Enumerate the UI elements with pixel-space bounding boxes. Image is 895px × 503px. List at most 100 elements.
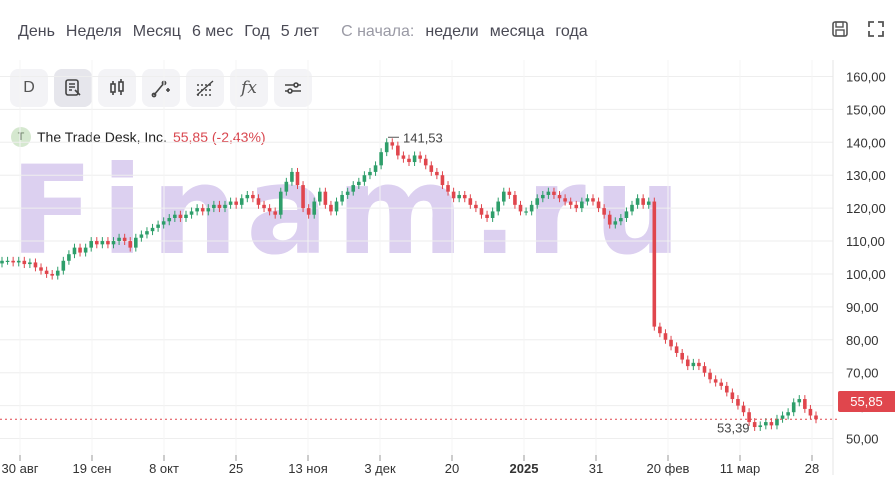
x-tick-label: 31: [589, 461, 603, 476]
high-label: 141,53: [403, 130, 443, 145]
candle-body: [301, 185, 305, 209]
candle-body: [122, 237, 127, 242]
period-month[interactable]: Месяц: [132, 23, 181, 40]
y-tick-label: 110,00: [846, 234, 885, 249]
x-tick-label: 13 ноя: [288, 461, 328, 476]
period-6-months[interactable]: 6 мес: [191, 23, 234, 40]
fx-label: fx: [241, 78, 257, 98]
candle-body: [658, 326, 662, 334]
x-tick-label: 19 сен: [73, 461, 112, 476]
candle-body: [134, 237, 138, 248]
candle-body: [67, 254, 71, 261]
candle-body: [669, 339, 673, 347]
candle-body: [513, 194, 517, 205]
candle-body: [228, 201, 233, 205]
candle-body: [646, 201, 651, 205]
candle-body: [724, 385, 729, 393]
candle-body: [0, 260, 4, 264]
y-tick-label: 90,00: [846, 300, 879, 315]
candle-body: [178, 214, 183, 218]
low-label: 53,39: [717, 420, 750, 435]
candle-body: [641, 198, 645, 205]
since-year[interactable]: года: [555, 23, 588, 40]
notes-icon[interactable]: [54, 69, 92, 107]
candle-body: [407, 158, 411, 163]
candle-body: [396, 145, 400, 156]
candle-body: [245, 194, 250, 199]
since-week[interactable]: недели: [425, 23, 479, 40]
y-tick-label: 100,00: [846, 267, 886, 282]
candle-body: [312, 201, 317, 215]
candle-body: [368, 171, 372, 176]
candle-body: [61, 260, 66, 271]
trendline-icon[interactable]: [142, 69, 180, 107]
candle-body: [256, 198, 261, 205]
y-tick-label: 50,00: [846, 432, 879, 447]
candle-body: [345, 191, 350, 195]
candle-body: [295, 171, 300, 186]
period-5-years[interactable]: 5 лет: [280, 23, 320, 40]
since-label: С начала:: [341, 23, 415, 40]
candle-body: [379, 152, 383, 166]
candle-body: [775, 418, 779, 426]
candle-body: [814, 415, 818, 420]
top-icons: [829, 18, 887, 40]
candle-body: [468, 198, 473, 205]
candle-body: [195, 208, 199, 212]
candle-body: [278, 191, 283, 215]
period-week[interactable]: Неделя: [65, 23, 122, 40]
candle-body: [290, 171, 294, 182]
candle-body: [462, 194, 467, 199]
candle-body: [111, 241, 116, 245]
fibonacci-icon[interactable]: [186, 69, 224, 107]
candle-body: [446, 185, 450, 192]
candles-icon[interactable]: [98, 69, 136, 107]
candle-body: [206, 208, 211, 212]
candle-body: [501, 191, 506, 202]
candle-body: [674, 346, 679, 353]
candle-body: [11, 260, 15, 263]
candle-body: [390, 142, 395, 146]
candle-body: [83, 247, 88, 253]
candle-body: [334, 201, 339, 212]
period-year[interactable]: Год: [244, 23, 270, 40]
current-price-tag: 55,85: [838, 391, 895, 412]
x-tick-label: 30 авг: [2, 461, 39, 476]
candle-body: [351, 185, 356, 192]
candle-body: [100, 241, 105, 245]
candle-body: [574, 204, 579, 209]
x-tick-label: 2025: [510, 461, 539, 476]
candle-body: [412, 155, 417, 163]
candle-body: [50, 273, 54, 276]
x-tick-label: 3 дек: [364, 461, 396, 476]
since-month[interactable]: месяца: [489, 23, 545, 40]
candle-body: [33, 262, 38, 268]
candle-body: [713, 379, 718, 383]
candle-body: [423, 158, 428, 166]
interval-button[interactable]: D: [10, 69, 48, 107]
period-day[interactable]: День: [18, 23, 55, 40]
candle-body: [546, 191, 551, 195]
save-icon[interactable]: [829, 18, 851, 40]
candle-body: [262, 204, 266, 209]
period-bar: День Неделя Месяц 6 мес Год 5 лет С нача…: [18, 21, 599, 43]
candle-body: [557, 194, 562, 199]
candle-body: [72, 247, 77, 255]
candle-body: [752, 422, 757, 428]
candle-body: [44, 270, 49, 274]
y-tick-label: 120,00: [846, 201, 886, 216]
candle-body: [340, 194, 344, 202]
instrument-name: The Trade Desk, Inc.: [37, 129, 167, 145]
candle-body: [563, 198, 567, 202]
candle-body: [764, 422, 768, 426]
candle-body: [568, 201, 573, 205]
fullscreen-icon[interactable]: [865, 18, 887, 40]
candle-body: [167, 218, 172, 222]
settings-sliders-icon[interactable]: [274, 69, 312, 107]
candle-body: [323, 191, 328, 205]
candle-body: [306, 208, 311, 215]
candle-body: [680, 352, 684, 360]
candle-body: [5, 260, 10, 262]
candle-body: [457, 194, 461, 199]
